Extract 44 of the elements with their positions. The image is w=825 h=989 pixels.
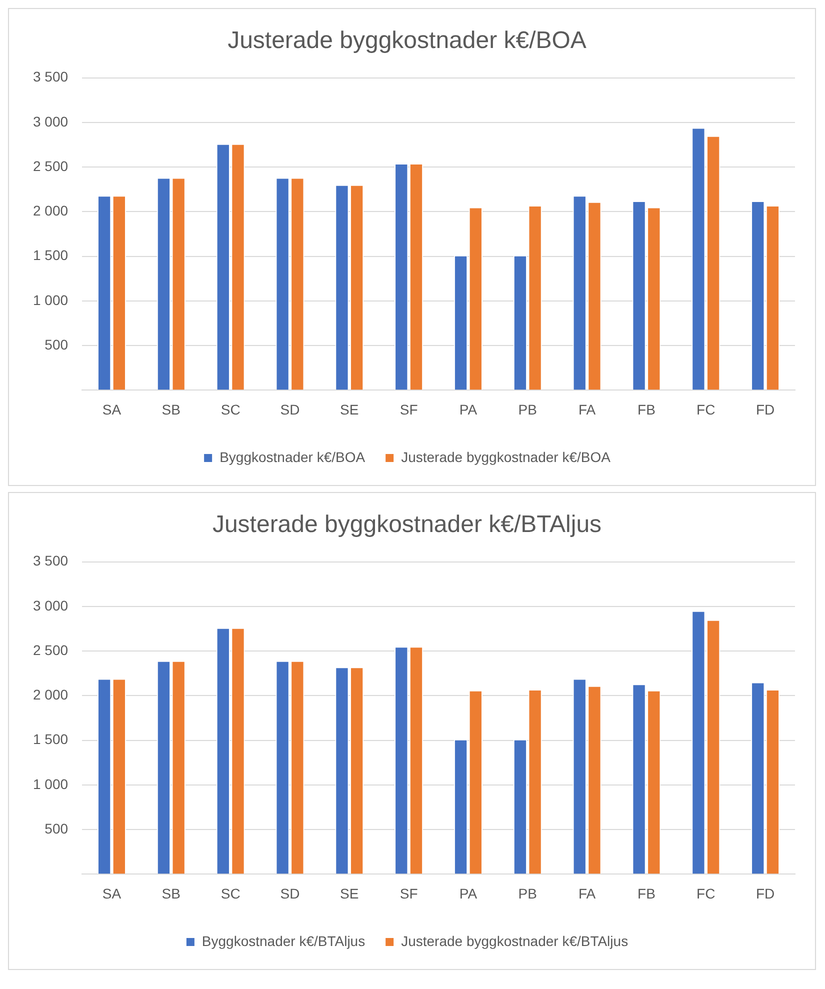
x-tick-label: PB (518, 401, 537, 418)
legend-label: Byggkostnader k€/BTAljus (202, 932, 366, 949)
x-tick-label: SB (162, 885, 180, 902)
y-tick-label: 500 (44, 820, 68, 836)
y-tick-label: 3 500 (32, 552, 68, 569)
x-tick-label: PA (459, 885, 478, 902)
x-tick-label: SE (340, 401, 359, 418)
x-tick-label: PB (518, 885, 537, 902)
x-tick-label: SC (220, 401, 240, 418)
x-tick-label: SA (102, 401, 122, 418)
x-tick-label: FD (756, 885, 775, 902)
x-tick-label: SF (400, 401, 418, 418)
y-tick-label: 2 000 (32, 686, 68, 703)
x-tick-label: SD (280, 885, 300, 902)
x-tick-label: FA (578, 401, 596, 418)
y-tick-label: 3 500 (32, 68, 68, 85)
x-tick-label: FA (578, 885, 596, 902)
y-tick-label: 1 500 (32, 731, 68, 748)
legend-label: Justerade byggkostnader k€/BOA (401, 448, 612, 465)
legend-label: Byggkostnader k€/BOA (220, 448, 366, 465)
x-tick-label: SF (400, 885, 418, 902)
chart-title: Justerade byggkostnader k€/BOA (228, 27, 586, 54)
x-tick-label: FB (638, 885, 656, 902)
x-tick-label: FD (756, 401, 775, 418)
legend-label: Justerade byggkostnader k€/BTAljus (401, 932, 628, 949)
y-tick-label: 500 (44, 336, 68, 352)
x-tick-label: SC (220, 885, 240, 902)
y-tick-label: 1 500 (32, 247, 68, 264)
y-tick-label: 1 000 (32, 292, 68, 308)
x-tick-label: SD (280, 401, 300, 418)
x-tick-label: FC (696, 401, 716, 418)
x-tick-label: PA (459, 401, 478, 418)
y-tick-label: 2 000 (32, 202, 68, 219)
x-tick-label: FC (696, 885, 716, 902)
x-tick-label: SA (102, 885, 122, 902)
y-tick-label: 3 000 (32, 113, 68, 130)
x-tick-label: SE (340, 885, 359, 902)
x-tick-label: SB (162, 401, 180, 418)
y-tick-label: 3 000 (32, 597, 68, 614)
chart-title: Justerade byggkostnader k€/BTAljus (212, 511, 602, 538)
x-tick-label: FB (638, 401, 656, 418)
y-tick-label: 1 000 (32, 776, 68, 792)
y-tick-label: 2 500 (32, 158, 68, 174)
y-tick-label: 2 500 (32, 642, 68, 658)
